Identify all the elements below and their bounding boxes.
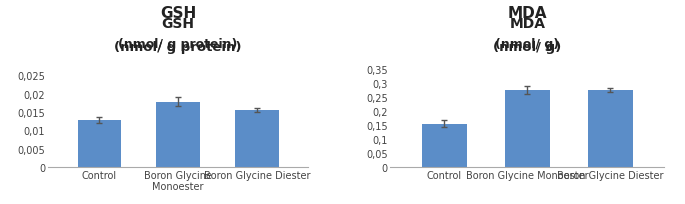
Text: MDA: MDA [510, 17, 545, 31]
Text: GSH: GSH [162, 17, 195, 31]
Bar [235, 110, 279, 167]
Text: (nmol/ g): (nmol/ g) [493, 41, 562, 54]
Bar [156, 102, 200, 167]
Bar [588, 91, 634, 167]
Bar [505, 91, 550, 167]
Bar [421, 124, 467, 167]
Text: (nmol/ g protein): (nmol/ g protein) [114, 41, 242, 54]
Text: (nmol/ g): (nmol/ g) [495, 38, 560, 51]
Text: GSH: GSH [160, 6, 196, 21]
Text: MDA: MDA [508, 6, 547, 21]
Text: (nmol/ g protein): (nmol/ g protein) [119, 38, 238, 51]
Bar [77, 121, 121, 167]
